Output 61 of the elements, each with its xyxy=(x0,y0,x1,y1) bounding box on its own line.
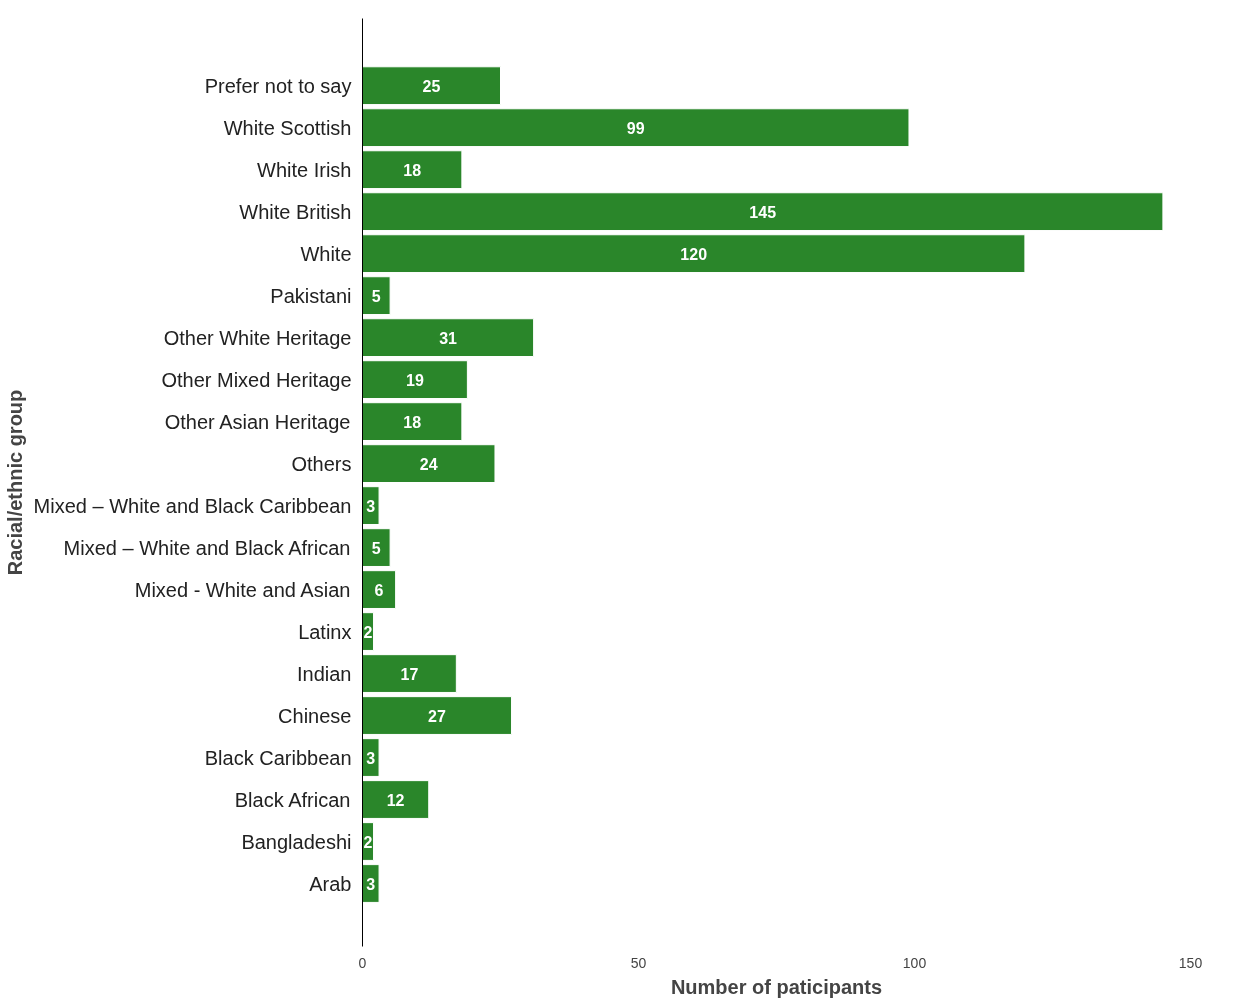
data-label: 19 xyxy=(406,371,424,389)
y-tick-label: Other White Heritage xyxy=(163,326,352,349)
data-label: 120 xyxy=(680,245,708,263)
x-tick-label: 150 xyxy=(1178,954,1203,971)
y-tick-label: Black African xyxy=(234,788,351,811)
x-tick-label: 0 xyxy=(358,954,367,971)
y-tick-label: Black Caribbean xyxy=(204,746,352,769)
data-label: 2 xyxy=(363,623,373,641)
data-label: 3 xyxy=(366,497,376,515)
y-tick-label: Bangladeshi xyxy=(241,830,352,853)
bar xyxy=(362,528,391,567)
data-label: 17 xyxy=(400,665,419,683)
data-label: 18 xyxy=(403,161,422,179)
y-tick-label: Mixed - White and Asian xyxy=(134,578,351,601)
bar xyxy=(362,150,463,190)
data-label: 2 xyxy=(363,833,373,851)
y-tick-label: Chinese xyxy=(278,704,352,727)
x-axis-title: Number of paticipants xyxy=(670,975,883,998)
bar xyxy=(362,360,468,400)
y-tick-label: White Irish xyxy=(257,158,352,181)
y-tick-label: White xyxy=(300,242,352,265)
data-label: 12 xyxy=(386,791,405,809)
y-tick-label: Mixed – White and Black Caribbean xyxy=(33,494,352,517)
y-tick-label: Mixed – White and Black African xyxy=(63,536,351,559)
data-label: 3 xyxy=(366,875,376,893)
data-label: 27 xyxy=(428,707,447,725)
y-tick-label: White British xyxy=(239,200,352,223)
data-label: 5 xyxy=(371,287,381,305)
data-label: 99 xyxy=(626,119,645,137)
data-label: 6 xyxy=(374,581,384,599)
bar xyxy=(362,696,513,735)
data-label: 3 xyxy=(366,749,376,767)
bar xyxy=(362,234,1026,274)
y-tick-label: Indian xyxy=(297,662,352,685)
bar xyxy=(362,402,463,442)
y-tick-label: Arab xyxy=(309,872,352,895)
data-label: 145 xyxy=(749,203,777,221)
bar xyxy=(362,654,457,693)
bar xyxy=(362,108,910,148)
bar xyxy=(362,276,391,316)
y-tick-label: Latinx xyxy=(298,620,352,643)
y-tick-label: Others xyxy=(291,452,352,475)
x-tick-label: 100 xyxy=(902,954,927,971)
bar xyxy=(362,192,1164,232)
y-tick-label: Prefer not to say xyxy=(204,74,352,97)
bar xyxy=(362,444,496,483)
bar xyxy=(362,66,501,106)
y-tick-label: Other Mixed Heritage xyxy=(161,368,352,391)
x-tick-label: 50 xyxy=(630,954,647,971)
y-tick-label: Pakistani xyxy=(270,284,352,307)
bar xyxy=(362,318,535,358)
data-label: 25 xyxy=(422,77,441,95)
bar xyxy=(362,780,430,819)
y-axis-title: Racial/ethnic group xyxy=(3,389,26,576)
y-tick-label: White Scottish xyxy=(223,116,352,139)
data-label: 18 xyxy=(403,413,422,431)
data-label: 24 xyxy=(419,455,438,473)
data-label: 5 xyxy=(371,539,381,557)
data-label: 31 xyxy=(439,329,458,347)
y-tick-label: Other Asian Heritage xyxy=(164,410,351,433)
bar xyxy=(362,570,397,609)
